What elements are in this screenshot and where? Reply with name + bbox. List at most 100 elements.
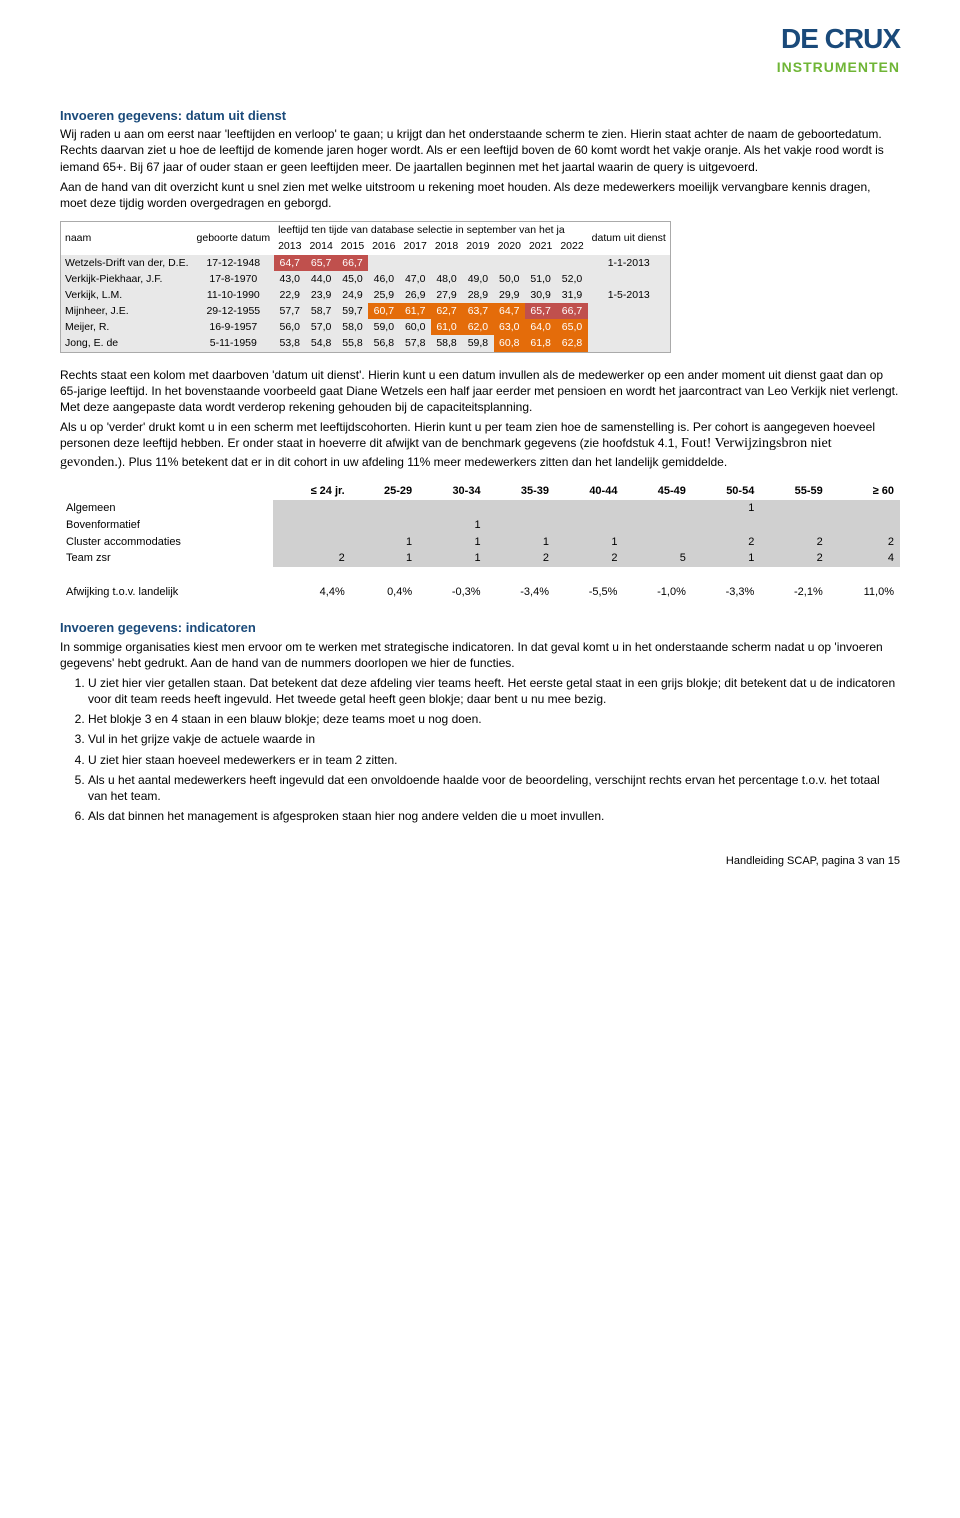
cell-age: 46,0 <box>368 271 399 287</box>
th-year: 2015 <box>337 238 368 254</box>
cell-age: 55,8 <box>337 335 368 352</box>
cell-age: 26,9 <box>400 287 431 303</box>
cell-val <box>273 534 351 551</box>
cell-age: 59,8 <box>462 335 493 352</box>
table-row: Verkijk-Piekhaar, J.F.17-8-197043,044,04… <box>61 271 671 287</box>
th-cohort: 30-34 <box>418 483 486 500</box>
cell-val <box>555 500 623 517</box>
cell-val <box>418 500 486 517</box>
cell-age: 31,9 <box>556 287 587 303</box>
cell-age: 59,0 <box>368 319 399 335</box>
cell-age: 64,7 <box>274 255 305 271</box>
cell-name: Mijnheer, J.E. <box>61 303 193 319</box>
cell-age: 58,7 <box>305 303 336 319</box>
table-row: Team zsr211225124 <box>60 550 900 567</box>
logo-subtitle: INSTRUMENTEN <box>60 58 900 77</box>
th-cohort: 35-39 <box>487 483 555 500</box>
cell-geb: 17-12-1948 <box>193 255 275 271</box>
cell-age <box>400 255 431 271</box>
section-1-body: Wij raden u aan om eerst naar 'leeftijde… <box>60 126 900 211</box>
th-cohort: 55-59 <box>760 483 828 500</box>
cell-age: 58,0 <box>337 319 368 335</box>
cell-age: 61,7 <box>400 303 431 319</box>
th-naam: naam <box>61 222 193 255</box>
cell-age: 60,7 <box>368 303 399 319</box>
cell-val: 1 <box>487 534 555 551</box>
cell-age: 25,9 <box>368 287 399 303</box>
cell-uit <box>588 303 671 319</box>
cell-name: Verkijk, L.M. <box>61 287 193 303</box>
cell-age <box>462 255 493 271</box>
th-cohort: 45-49 <box>623 483 691 500</box>
list-item: Als dat binnen het management is afgespr… <box>88 808 900 824</box>
cell-uit <box>588 319 671 335</box>
cell-age: 62,8 <box>556 335 587 352</box>
cell-afw: 11,0% <box>829 584 900 601</box>
cell-age: 59,7 <box>337 303 368 319</box>
cell-afw: -0,3% <box>418 584 486 601</box>
sec1-p2: Aan de hand van dit overzicht kunt u sne… <box>60 179 900 211</box>
cell-val <box>555 517 623 534</box>
cell-age: 54,8 <box>305 335 336 352</box>
list-item: U ziet hier staan hoeveel medewerkers er… <box>88 752 900 768</box>
cell-age: 45,0 <box>337 271 368 287</box>
cell-age <box>525 255 556 271</box>
table-row: Wetzels-Drift van der, D.E.17-12-194864,… <box>61 255 671 271</box>
cell-age: 47,0 <box>400 271 431 287</box>
cell-name: Jong, E. de <box>61 335 193 352</box>
cell-val: 2 <box>487 550 555 567</box>
cell-label: Algemeen <box>60 500 273 517</box>
cell-geb: 5-11-1959 <box>193 335 275 352</box>
cell-age: 28,9 <box>462 287 493 303</box>
section-1-title: Invoeren gegevens: datum uit dienst <box>60 107 900 125</box>
cell-age: 57,8 <box>400 335 431 352</box>
cell-age <box>431 255 462 271</box>
cell-geb: 11-10-1990 <box>193 287 275 303</box>
cell-uit <box>588 271 671 287</box>
table-row: Jong, E. de5-11-195953,854,855,856,857,8… <box>61 335 671 352</box>
cell-age: 27,9 <box>431 287 462 303</box>
cell-val <box>351 517 418 534</box>
th-span: leeftijd ten tijde van database selectie… <box>274 222 588 239</box>
cell-val: 1 <box>351 534 418 551</box>
logo-block: DE CRUX INSTRUMENTEN <box>60 20 900 77</box>
cell-val: 1 <box>351 550 418 567</box>
th-year: 2022 <box>556 238 587 254</box>
cell-afw: -1,0% <box>623 584 691 601</box>
cell-geb: 16-9-1957 <box>193 319 275 335</box>
age-table: naam geboorte datum leeftijd ten tijde v… <box>60 221 671 352</box>
cell-val: 1 <box>418 534 486 551</box>
cell-age: 65,7 <box>305 255 336 271</box>
table-row: Meijer, R.16-9-195756,057,058,059,060,06… <box>61 319 671 335</box>
section-2-title: Invoeren gegevens: indicatoren <box>60 619 900 637</box>
th-year: 2014 <box>305 238 336 254</box>
cell-age: 56,0 <box>274 319 305 335</box>
cell-age: 22,9 <box>274 287 305 303</box>
th-datum: datum uit dienst <box>588 222 671 255</box>
list-item: Het blokje 3 en 4 staan in een blauw blo… <box>88 711 900 727</box>
sec1-p1: Wij raden u aan om eerst naar 'leeftijde… <box>60 126 900 175</box>
cell-val <box>623 534 691 551</box>
cell-val: 4 <box>829 550 900 567</box>
cell-val: 1 <box>555 534 623 551</box>
th-cohort: ≤ 24 jr. <box>273 483 351 500</box>
cell-afw: -5,5% <box>555 584 623 601</box>
cell-geb: 29-12-1955 <box>193 303 275 319</box>
th-cohort: 40-44 <box>555 483 623 500</box>
cell-val: 2 <box>555 550 623 567</box>
table-row: Bovenformatief1 <box>60 517 900 534</box>
cell-age: 52,0 <box>556 271 587 287</box>
th-year: 2013 <box>274 238 305 254</box>
cell-afw: -3,3% <box>692 584 760 601</box>
cell-geb: 17-8-1970 <box>193 271 275 287</box>
cell-age <box>368 255 399 271</box>
th-cohort: ≥ 60 <box>829 483 900 500</box>
table-row: Algemeen1 <box>60 500 900 517</box>
list-item: Vul in het grijze vakje de actuele waard… <box>88 731 900 747</box>
cell-age: 64,0 <box>525 319 556 335</box>
th-year: 2021 <box>525 238 556 254</box>
cell-val <box>351 500 418 517</box>
cell-age: 62,0 <box>462 319 493 335</box>
cell-afw: 4,4% <box>273 584 351 601</box>
cell-age: 60,0 <box>400 319 431 335</box>
